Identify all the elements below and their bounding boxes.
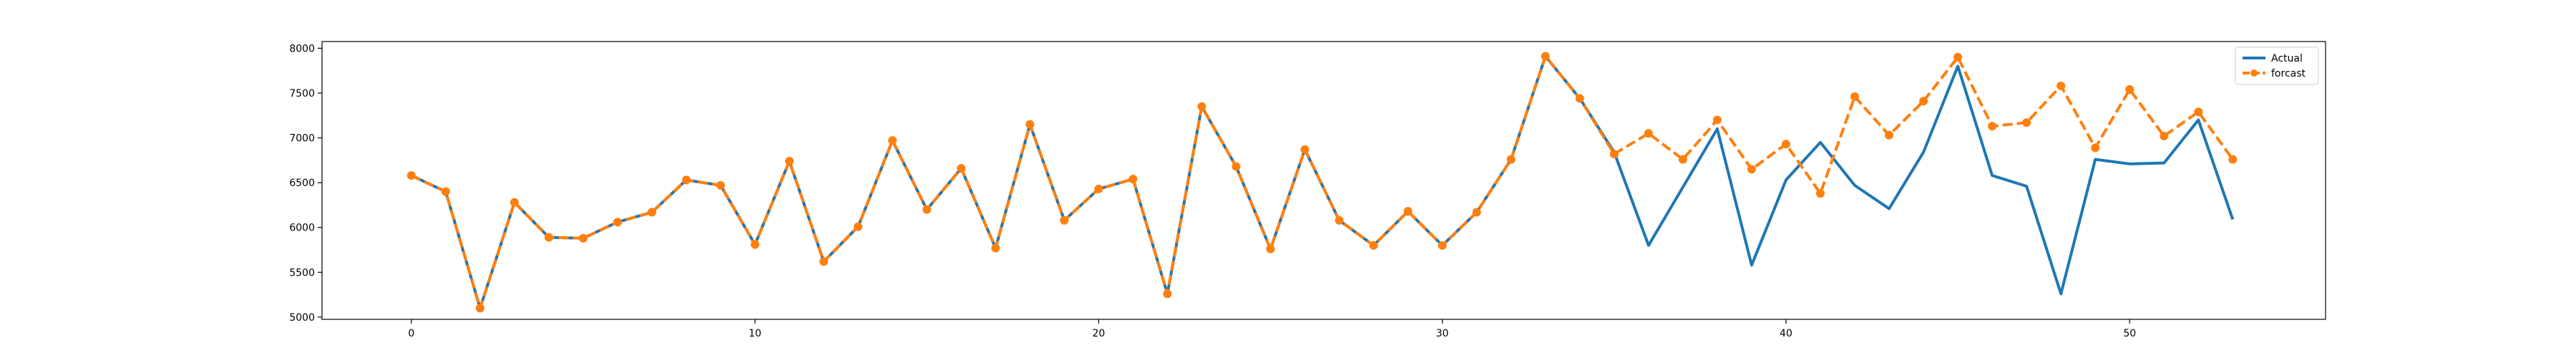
y-tick-label: 8000: [289, 43, 315, 54]
x-tick-label: 50: [2123, 328, 2136, 339]
data-point-forcast: [888, 136, 897, 145]
legend: Actual forcast: [2235, 47, 2319, 85]
y-axis-ticks: 5000 5500 6000 6500 7000 7500 8000: [289, 43, 322, 324]
data-point-forcast: [544, 233, 553, 242]
data-point-forcast: [1266, 244, 1275, 253]
data-point-forcast: [1816, 189, 1825, 198]
legend-label-forcast: forcast: [2271, 68, 2306, 79]
data-point-forcast: [1712, 115, 1722, 125]
x-tick-label: 0: [408, 328, 414, 339]
data-point-forcast: [1506, 155, 1516, 164]
plot-area-frame: [321, 41, 2326, 320]
data-point-forcast: [922, 205, 932, 214]
legend-marker-forcast: [2250, 69, 2258, 77]
data-point-forcast: [1438, 241, 1447, 250]
data-point-forcast: [751, 240, 760, 249]
x-tick-label: 20: [1093, 328, 1106, 339]
data-point-forcast: [716, 180, 726, 190]
data-point-forcast: [2057, 81, 2066, 90]
data-point-forcast: [1094, 184, 1103, 193]
data-point-forcast: [579, 233, 588, 243]
y-tick-label: 6500: [289, 178, 315, 189]
y-tick-label: 6000: [289, 223, 315, 234]
data-point-forcast: [1369, 241, 1378, 250]
data-point-forcast: [1197, 102, 1206, 111]
data-point-forcast: [2125, 84, 2135, 94]
data-point-forcast: [1678, 155, 1687, 164]
y-tick-label: 5500: [289, 267, 315, 279]
y-tick-label: 7000: [289, 133, 315, 145]
data-point-forcast: [1472, 208, 1481, 217]
data-point-forcast: [648, 208, 657, 217]
data-point-forcast: [441, 187, 450, 196]
series-line-forcast: [411, 54, 2234, 310]
legend-label-actual: Actual: [2271, 53, 2303, 64]
y-tick-label: 7500: [289, 88, 315, 100]
data-point-forcast: [509, 198, 519, 207]
x-axis-ticks: 0 10 20 30 40 50: [408, 319, 2136, 339]
data-point-forcast: [2091, 143, 2100, 153]
data-point-forcast: [2160, 132, 2169, 141]
x-tick-label: 30: [1436, 328, 1449, 339]
data-point-forcast: [1644, 129, 1653, 138]
data-point-forcast: [1231, 162, 1241, 171]
data-point-forcast: [1885, 130, 1894, 140]
data-point-forcast: [475, 304, 484, 313]
data-point-forcast: [1541, 52, 1550, 61]
series-layer: [406, 52, 2238, 313]
data-point-forcast: [1060, 216, 1069, 225]
y-tick-label: 5000: [289, 312, 315, 324]
data-point-forcast: [1025, 120, 1035, 129]
data-point-forcast: [991, 243, 1000, 253]
data-point-forcast: [1609, 150, 1619, 159]
data-point-forcast: [819, 257, 829, 266]
data-point-forcast: [1575, 94, 1584, 103]
data-point-forcast: [406, 171, 416, 180]
data-point-forcast: [2022, 118, 2031, 127]
data-point-forcast: [1335, 216, 1344, 225]
data-point-forcast: [682, 175, 691, 185]
data-point-forcast: [854, 222, 863, 231]
data-point-forcast: [1747, 165, 1756, 174]
data-point-forcast: [1300, 145, 1309, 154]
data-point-forcast: [1850, 92, 1860, 101]
data-point-forcast: [1988, 122, 1997, 131]
x-tick-label: 40: [1780, 328, 1792, 339]
data-point-forcast: [785, 157, 794, 166]
data-point-forcast: [1953, 52, 1963, 62]
data-point-forcast: [1403, 207, 1413, 216]
data-point-forcast: [957, 164, 966, 173]
data-point-forcast: [2228, 155, 2238, 164]
data-point-forcast: [2194, 107, 2203, 117]
data-point-forcast: [613, 218, 623, 227]
data-point-forcast: [1163, 289, 1172, 299]
data-point-forcast: [1919, 97, 1928, 106]
data-point-forcast: [1128, 175, 1138, 184]
data-point-forcast: [1781, 140, 1790, 149]
x-tick-label: 10: [748, 328, 761, 339]
